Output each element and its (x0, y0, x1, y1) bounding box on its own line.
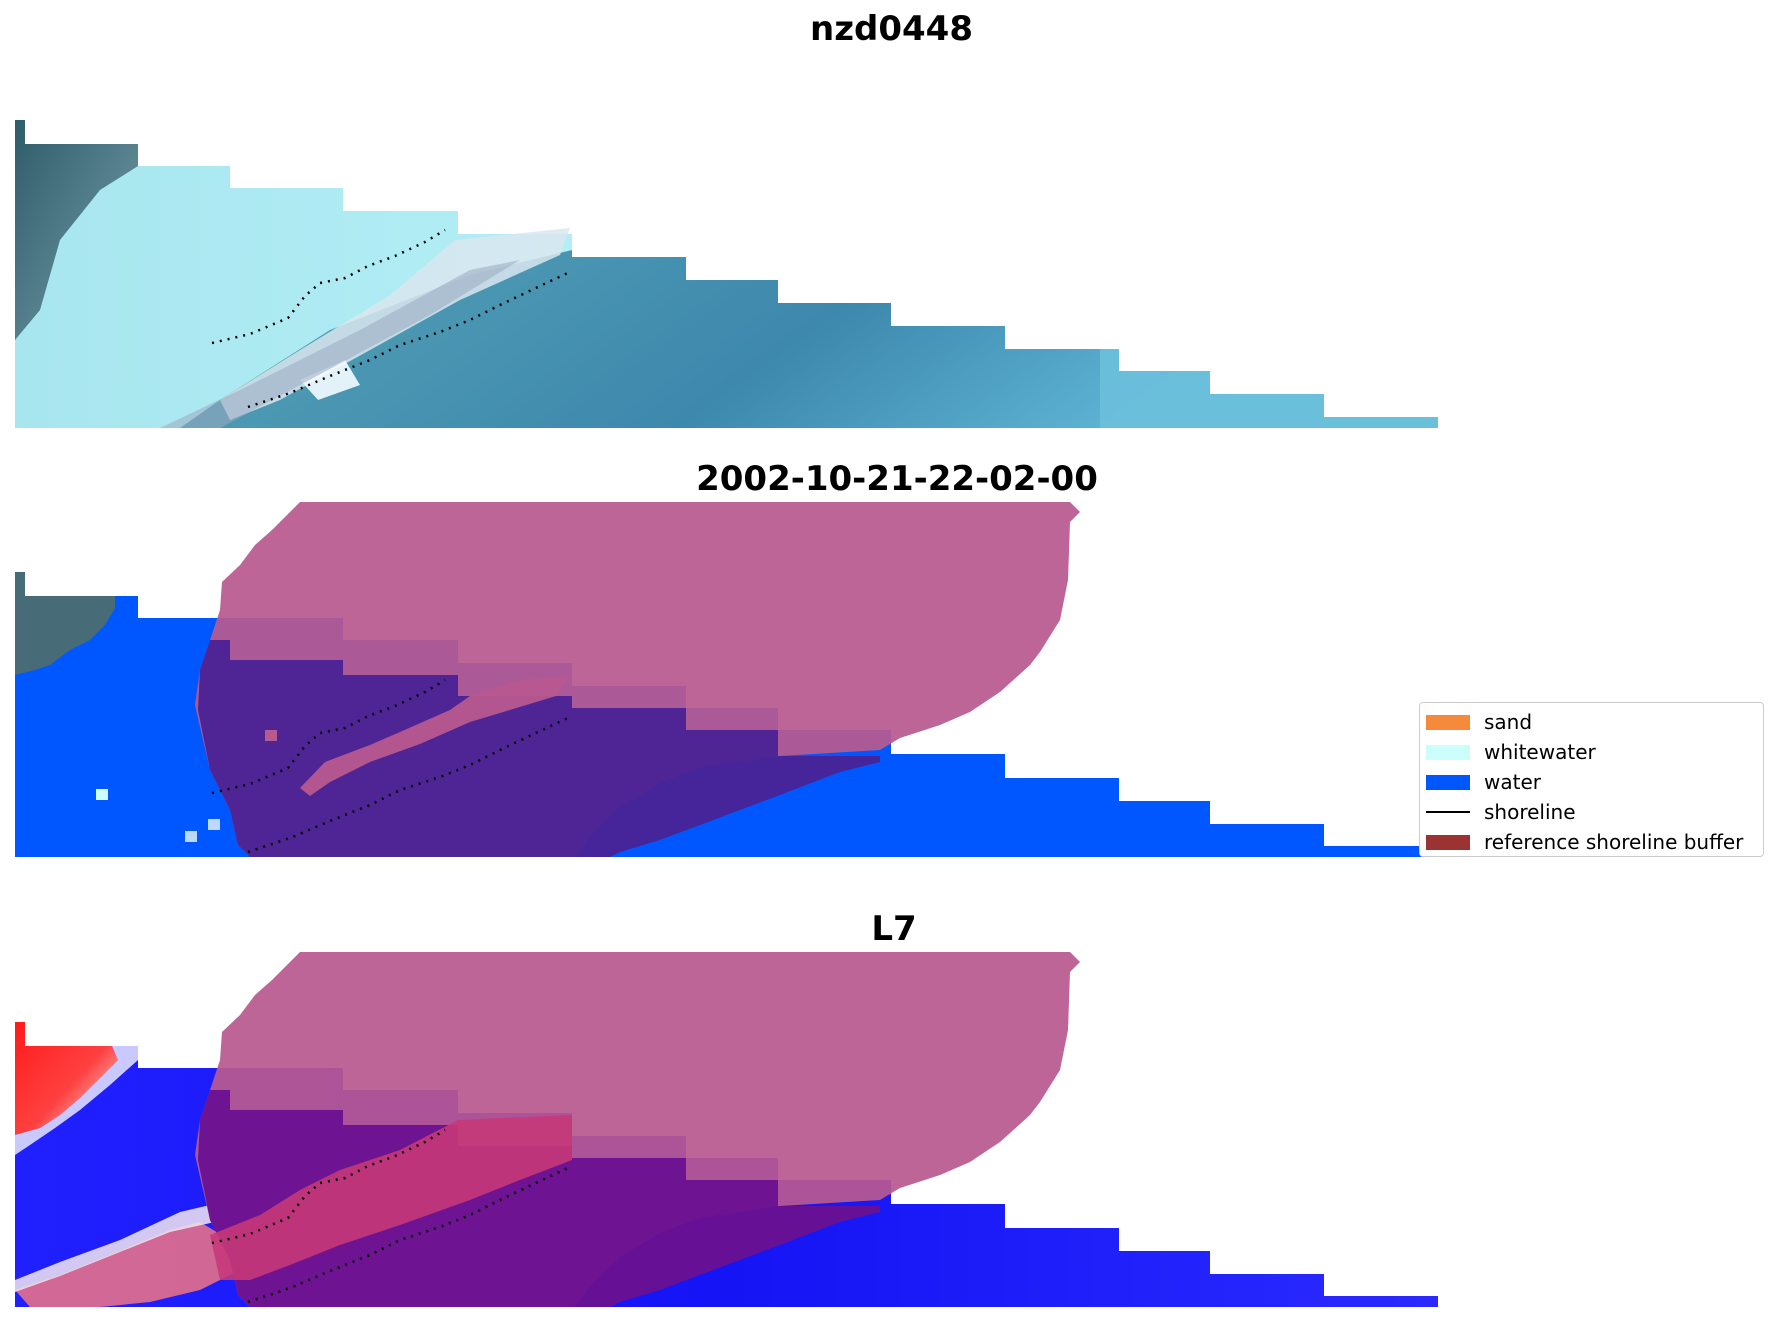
legend-swatch-sand (1426, 714, 1470, 730)
legend-swatch-whitewater (1426, 744, 1470, 760)
panel-2-title-text: 2002-10-21-22-02-00 (696, 459, 1098, 499)
classified-whitewater-pixel (185, 831, 197, 842)
legend-swatch-water (1426, 774, 1470, 790)
legend-item-shoreline: shoreline (1426, 797, 1763, 827)
classified-shoreline-lower (247, 715, 571, 854)
mndwi-image (15, 952, 1438, 1307)
legend-item-water: water (1426, 767, 1763, 797)
rgb-shoreline-upper (211, 228, 446, 345)
rgb-sea-area (15, 120, 1438, 428)
legend-item-reference-shoreline-buffer: reference shoreline buffer (1426, 827, 1763, 857)
panel-3-title-text: L7 (871, 909, 917, 949)
rgb-breaker-highlight (300, 360, 360, 400)
legend-label-water: water (1484, 770, 1541, 794)
panel-1-title-text: nzd0448 (810, 9, 973, 49)
legend-label-sand: sand (1484, 710, 1533, 734)
mndwi-white-band (15, 1046, 138, 1155)
classified-shoreline-upper (211, 678, 446, 795)
mndwi-lower-red-streak (15, 1222, 240, 1307)
legend-item-sand: sand (1426, 707, 1763, 737)
legend-swatch-reference-shoreline-buffer (1426, 834, 1470, 850)
mndwi-water-under-buffer (198, 1090, 880, 1307)
classified-water-under-buffer (198, 640, 880, 857)
legend-swatch-shoreline (1426, 811, 1470, 813)
legend-label-reference-shoreline-buffer: reference shoreline buffer (1484, 830, 1744, 854)
classified-dark-corner (15, 572, 115, 675)
classified-buffer-pixel (265, 730, 277, 741)
legend-label-shoreline: shoreline (1484, 800, 1576, 824)
mndwi-lower-white-band (15, 1205, 215, 1292)
mndwi-red-diagonal-band (210, 1115, 572, 1280)
classified-image (15, 502, 1438, 857)
rgb-shoreline-lower (247, 270, 571, 409)
mndwi-shoreline-upper (211, 1128, 446, 1245)
rgb-grey-streak (160, 260, 520, 428)
rgb-right-shallow (1100, 349, 1438, 428)
legend: sand whitewater water shoreline referenc… (1419, 702, 1764, 857)
legend-item-whitewater: whitewater (1426, 737, 1763, 767)
rgb-dark-corner (15, 120, 138, 340)
legend-label-whitewater: whitewater (1484, 740, 1596, 764)
classified-whitewater-pixel (96, 789, 108, 800)
mndwi-shoreline-lower (247, 1165, 571, 1304)
classified-whitewater-pixel (208, 819, 220, 830)
rgb-surf-zone (15, 120, 572, 428)
mndwi-red-corner (15, 1022, 118, 1135)
classified-sand-streak (300, 676, 570, 796)
rgb-satellite-image (15, 120, 1438, 428)
panel-1-title: nzd0448 (0, 9, 1783, 49)
